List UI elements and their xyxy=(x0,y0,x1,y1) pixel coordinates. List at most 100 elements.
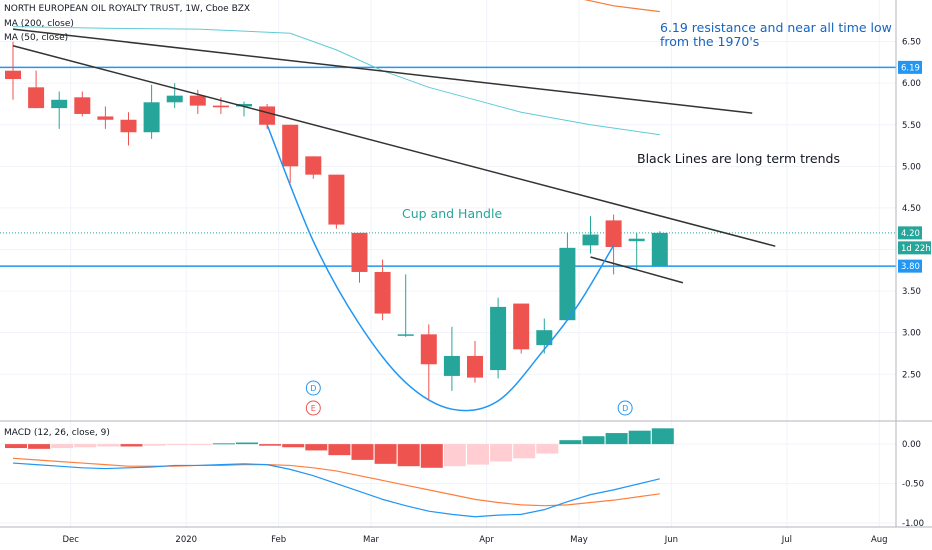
price-tag[interactable]: 3.80 xyxy=(898,259,922,273)
macd-histogram-bar[interactable] xyxy=(74,444,97,448)
candle[interactable] xyxy=(443,355,460,376)
chart-title: NORTH EUROPEAN OIL ROYALTY TRUST, 1W, Cb… xyxy=(4,4,251,14)
price-tick-label: 5.50 xyxy=(902,121,921,131)
macd-histogram-bar[interactable] xyxy=(120,444,143,447)
dividend-event-circle xyxy=(617,400,633,416)
trend-line[interactable] xyxy=(12,28,753,114)
candle[interactable] xyxy=(513,303,530,350)
macd-histogram-bar[interactable] xyxy=(305,444,328,451)
candle[interactable] xyxy=(143,102,160,133)
macd-histogram-bar[interactable] xyxy=(351,444,374,460)
candle[interactable] xyxy=(5,70,21,80)
macd-histogram-bar[interactable] xyxy=(628,430,651,445)
cup-curve[interactable] xyxy=(266,124,615,412)
macd-histogram-bar[interactable] xyxy=(536,444,559,454)
price-tick-label: 4.50 xyxy=(902,204,921,214)
candle[interactable] xyxy=(490,306,507,371)
candle[interactable] xyxy=(328,174,345,225)
candle[interactable] xyxy=(259,106,276,125)
ma200-legend[interactable]: MA (200, close) xyxy=(4,19,74,29)
macd-tick-label: -0.50 xyxy=(902,480,924,490)
dividend-event-marker[interactable]: D xyxy=(305,380,321,396)
price-tag-box xyxy=(898,241,931,255)
macd-histogram-bar[interactable] xyxy=(143,444,166,446)
macd-histogram-bar[interactable] xyxy=(513,444,536,459)
candle[interactable] xyxy=(97,116,114,120)
candle[interactable] xyxy=(420,334,437,365)
macd-signal-line[interactable] xyxy=(12,457,660,507)
macd-histogram-bar[interactable] xyxy=(28,444,51,449)
price-tag-label: 1d 22h xyxy=(901,244,931,254)
dividend-event-label: D xyxy=(622,404,628,413)
candle[interactable] xyxy=(51,99,68,109)
candle[interactable] xyxy=(559,247,576,321)
candle[interactable] xyxy=(397,334,414,336)
macd-histogram-bar[interactable] xyxy=(651,428,674,445)
macd-histogram-bar[interactable] xyxy=(559,440,582,445)
candle[interactable] xyxy=(582,234,599,246)
macd-pane[interactable] xyxy=(0,428,896,524)
macd-histogram-bar[interactable] xyxy=(443,444,466,467)
macd-histogram-bar[interactable] xyxy=(5,444,27,449)
price-tag[interactable]: 6.19 xyxy=(898,60,922,74)
macd-histogram-bar[interactable] xyxy=(259,444,282,446)
candle[interactable] xyxy=(28,87,45,109)
candle[interactable] xyxy=(120,119,137,133)
candle[interactable] xyxy=(374,271,391,314)
macd-histogram-bar[interactable] xyxy=(374,444,397,464)
candle[interactable] xyxy=(628,238,645,242)
macd-histogram-bar[interactable] xyxy=(51,444,74,449)
candle[interactable] xyxy=(189,95,206,106)
trend-line[interactable] xyxy=(12,45,776,247)
dividend-event-marker[interactable]: D xyxy=(617,400,633,416)
macd-tick-label: 0.00 xyxy=(902,440,921,450)
macd-histogram-bar[interactable] xyxy=(212,443,235,445)
candle[interactable] xyxy=(651,232,668,267)
earnings-event-marker[interactable]: E xyxy=(305,400,321,416)
dividend-event-label: D xyxy=(310,384,316,393)
macd-histogram-bar[interactable] xyxy=(397,444,420,467)
macd-histogram-bar[interactable] xyxy=(166,444,189,446)
candle[interactable] xyxy=(536,330,553,346)
pattern-note[interactable]: Cup and Handle xyxy=(402,206,503,221)
macd-histogram-bar[interactable] xyxy=(189,444,212,446)
macd-line[interactable] xyxy=(12,462,660,518)
time-tick-label: Jul xyxy=(781,535,792,545)
candle[interactable] xyxy=(74,97,91,114)
macd-histogram-bar[interactable] xyxy=(490,444,513,462)
macd-tick-label: -1.00 xyxy=(902,519,924,529)
candle[interactable] xyxy=(236,103,252,107)
macd-histogram-bar[interactable] xyxy=(605,433,628,445)
macd-histogram-bar[interactable] xyxy=(282,444,305,448)
trend-line[interactable] xyxy=(590,256,684,284)
macd-histogram-bar[interactable] xyxy=(420,444,443,468)
price-tag-label: 4.20 xyxy=(901,229,920,239)
macd-legend[interactable]: MACD (12, 26, close, 9) xyxy=(4,428,110,438)
macd-histogram-bar[interactable] xyxy=(236,442,258,445)
trend-note[interactable]: Black Lines are long term trends xyxy=(637,151,840,166)
price-tag[interactable]: 4.20 xyxy=(898,226,922,240)
candle[interactable] xyxy=(282,124,299,167)
macd-histogram-bar[interactable] xyxy=(97,444,120,447)
price-tick-label: 5.00 xyxy=(902,162,921,172)
candle[interactable] xyxy=(351,232,368,272)
candle[interactable] xyxy=(605,220,622,248)
resistance-note[interactable]: 6.19 resistance and near all time low fr… xyxy=(660,20,892,49)
price-pane[interactable]: D E D xyxy=(0,0,896,527)
macd-histogram-bar[interactable] xyxy=(582,436,605,445)
price-tick-label: 6.50 xyxy=(902,38,921,48)
macd-histogram-bar[interactable] xyxy=(467,444,489,465)
candle[interactable] xyxy=(212,105,229,108)
ma50-legend[interactable]: MA (50, close) xyxy=(4,33,69,43)
candle[interactable] xyxy=(305,156,322,175)
macd-histogram-bar[interactable] xyxy=(328,444,351,456)
price-tag-box xyxy=(898,259,922,273)
candle[interactable] xyxy=(467,355,483,378)
price-tick-label: 3.00 xyxy=(902,329,921,339)
price-tag[interactable]: 1d 22h xyxy=(898,241,931,255)
candle[interactable] xyxy=(166,95,183,103)
price-tick-label: 2.50 xyxy=(902,370,921,380)
ma200-line[interactable] xyxy=(567,0,660,13)
